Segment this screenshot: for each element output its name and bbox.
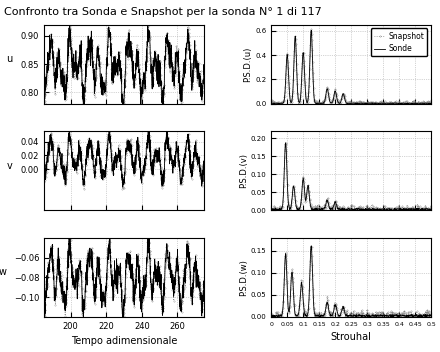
Y-axis label: u: u bbox=[7, 54, 13, 64]
Legend: Snapshot, Sonde: Snapshot, Sonde bbox=[371, 29, 427, 56]
Y-axis label: v: v bbox=[7, 161, 12, 171]
X-axis label: Strouhal: Strouhal bbox=[331, 332, 372, 342]
Y-axis label: P.S.D.(u): P.S.D.(u) bbox=[243, 46, 252, 82]
Y-axis label: w: w bbox=[0, 267, 7, 277]
Y-axis label: P.S.D.(v): P.S.D.(v) bbox=[239, 153, 248, 188]
X-axis label: Tempo adimensionale: Tempo adimensionale bbox=[71, 336, 177, 346]
Text: Confronto tra Sonda e Snapshot per la sonda N° 1 di 117: Confronto tra Sonda e Snapshot per la so… bbox=[4, 7, 322, 17]
Y-axis label: P.S.D.(w): P.S.D.(w) bbox=[239, 259, 248, 296]
